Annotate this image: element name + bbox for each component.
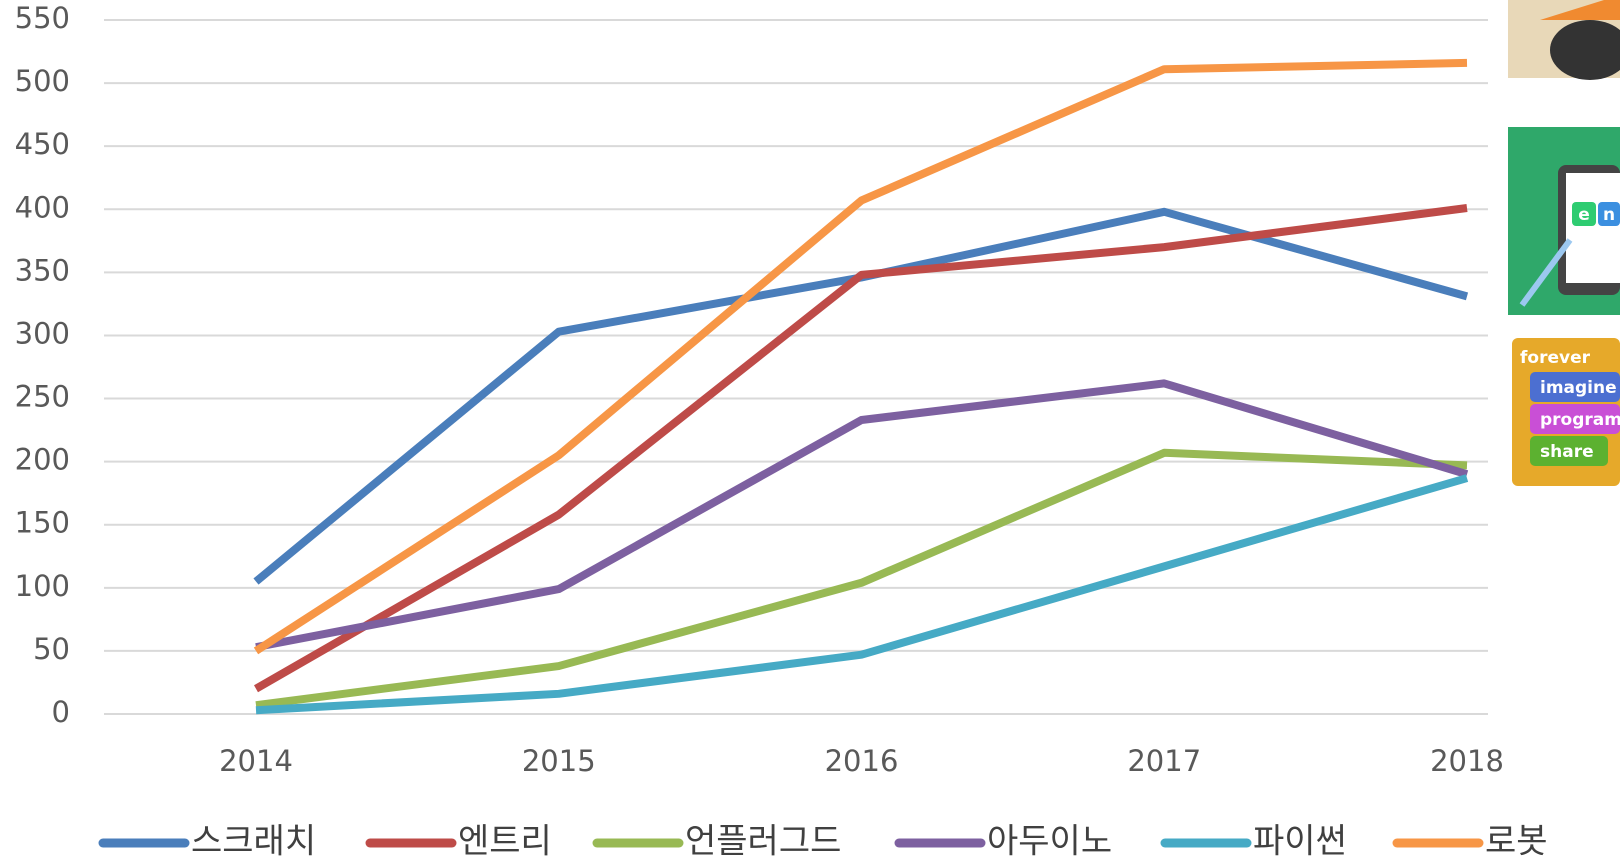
y-tick-label: 150 — [15, 506, 70, 540]
y-tick-label: 350 — [15, 253, 70, 287]
y-tick-label: 0 — [52, 695, 70, 729]
x-tick-label: 2016 — [825, 744, 899, 778]
annotation: n — [1603, 205, 1615, 225]
plot: 0 50 100 150 200 250 300 350 400 450 500 550 2014 201… — [15, 1, 1548, 862]
y-tick-label: 200 — [15, 443, 70, 477]
annotation: e — [1578, 205, 1590, 225]
monitor-screen — [1566, 173, 1620, 283]
annotation: program — [1540, 410, 1620, 430]
x-tick-label: 2017 — [1127, 744, 1201, 778]
entry-block-e — [1572, 202, 1596, 226]
entry-block-n — [1598, 202, 1620, 226]
block-imagine — [1530, 372, 1620, 402]
arrow — [1519, 238, 1573, 307]
y-tick-label: 100 — [15, 569, 70, 603]
series-line — [253, 207, 1469, 585]
legend-label: 스크래치 — [191, 822, 316, 862]
series-line — [255, 474, 1469, 715]
y-tick-label: 550 — [15, 1, 70, 35]
robot-wheel — [1550, 20, 1620, 80]
series-line — [254, 204, 1468, 693]
x-tick-label: 2015 — [522, 744, 596, 778]
legend-label: 로봇 — [1485, 822, 1548, 862]
block-share — [1530, 436, 1608, 466]
y-tick-label: 500 — [15, 64, 70, 98]
robot-arm — [1540, 0, 1620, 20]
thumbnails: e n forever imagine program share — [1508, 0, 1620, 486]
legend-label: 파이썬 — [1253, 822, 1347, 862]
legend-label: 엔트리 — [458, 822, 552, 862]
annotation: forever — [1520, 348, 1591, 368]
annotation: imagine — [1540, 378, 1617, 398]
x-tick-label: 2018 — [1430, 744, 1504, 778]
y-tick-label: 400 — [15, 190, 70, 224]
y-tick-label: 50 — [33, 632, 70, 666]
series-line — [255, 448, 1468, 710]
block-program — [1530, 404, 1620, 434]
series-line — [255, 379, 1469, 652]
y-tick-label: 300 — [15, 316, 70, 350]
legend-label: 아두이노 — [987, 822, 1112, 862]
series-line — [253, 58, 1468, 655]
y-tick-label: 450 — [15, 127, 70, 161]
y-tick-label: 250 — [15, 380, 70, 414]
legend-label: 언플러그드 — [685, 822, 841, 862]
x-tick-label: 2014 — [219, 744, 293, 778]
annotation: share — [1540, 442, 1594, 462]
